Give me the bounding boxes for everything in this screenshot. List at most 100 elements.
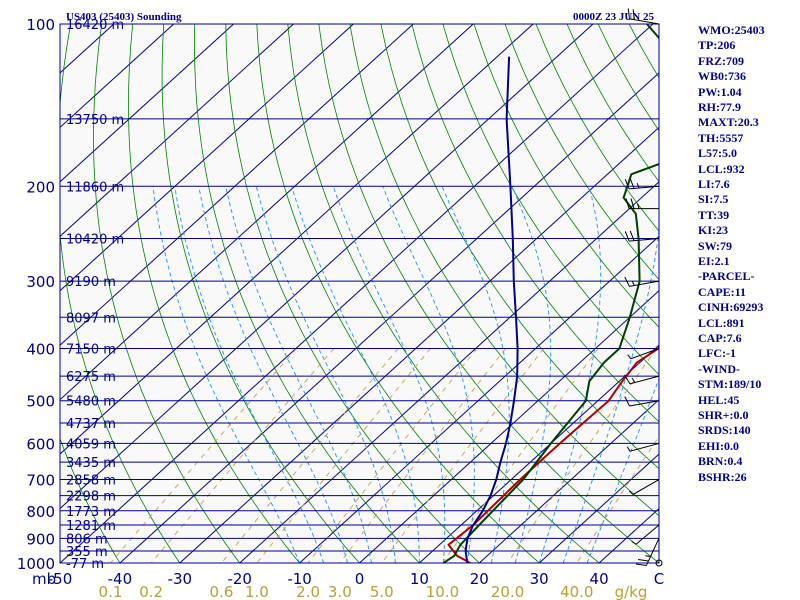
temperature-tick-label: 40 — [590, 570, 609, 588]
index-value: PW:1.04 — [698, 84, 742, 99]
height-label: 355 m — [66, 545, 108, 560]
isotherm-line — [478, 398, 659, 563]
index-value: LFC:-1 — [698, 346, 736, 361]
height-label: 16420 m — [66, 18, 124, 33]
height-label: 11860 m — [66, 180, 124, 195]
wind-barbs — [624, 8, 663, 567]
wind-barb — [624, 396, 660, 407]
wind-barb — [627, 348, 660, 360]
height-label: 3435 m — [66, 456, 116, 471]
mixing-ratio-tick-label: 2.0 — [296, 583, 320, 600]
index-value: TH:5557 — [698, 130, 744, 145]
height-label: 8097 m — [66, 311, 116, 326]
wind-barb — [626, 442, 660, 452]
index-value: BRN:0.4 — [698, 454, 743, 469]
mixing-ratio-tick-label: 10.0 — [426, 583, 459, 600]
pressure-tick-label: 200 — [26, 178, 55, 196]
mixing-ratio-unit-label: g/kg — [615, 583, 648, 600]
index-value: KI:23 — [698, 223, 728, 238]
mixing-ratio-tick-label: 3.0 — [328, 583, 352, 600]
height-label: 9190 m — [66, 275, 116, 290]
wind-barb — [624, 276, 660, 287]
index-value: TT:39 — [698, 207, 730, 222]
mixing-ratio-tick-label: 40.0 — [560, 583, 593, 600]
height-label: 7150 m — [66, 343, 116, 358]
index-value: HEL:45 — [698, 392, 740, 407]
mixing-ratio-tick-label: 0.2 — [139, 583, 163, 600]
mixing-ratio-tick-label: 5.0 — [370, 583, 394, 600]
temperature-tick-label: -10 — [287, 570, 312, 588]
index-value: LCL:891 — [698, 315, 745, 330]
index-value: CINH:69293 — [698, 300, 764, 315]
height-label: 1281 m — [66, 519, 116, 534]
wind-barb — [655, 559, 663, 567]
index-value: -WIND- — [698, 361, 740, 376]
temperature-tick-label: -30 — [168, 570, 193, 588]
mixing-ratio-tick-label: 0.1 — [99, 583, 123, 600]
index-value: BSHR:26 — [698, 469, 747, 484]
wind-barb — [631, 524, 660, 545]
temperature-tick-label: 20 — [470, 570, 489, 588]
isotherm-line — [299, 235, 659, 563]
pressure-unit-label: mb — [32, 570, 56, 588]
isotherm-line — [538, 453, 659, 563]
axis-labels: 16420 m 13750 m 11860 m 10420 m 9190 m 8097 m… — [17, 16, 664, 600]
dry-adiabat-line — [784, 24, 800, 563]
index-value: L57:5.0 — [698, 146, 737, 161]
height-label: 1773 m — [66, 505, 116, 520]
mixing-ratio-tick-label: 20.0 — [491, 583, 524, 600]
pressure-tick-label: 400 — [26, 341, 55, 359]
height-label: 2298 m — [66, 490, 116, 505]
index-value: -PARCEL- — [698, 269, 755, 284]
pressure-tick-label: 500 — [26, 393, 55, 411]
isotherm-line — [60, 24, 534, 455]
index-value: EHI:0.0 — [698, 438, 740, 453]
moist-adiabat-line — [538, 186, 602, 563]
index-value: RH:77.9 — [698, 100, 741, 114]
height-label: 4059 m — [66, 437, 116, 452]
isotherm-line — [60, 24, 414, 346]
temperature-tick-label: -20 — [227, 570, 252, 588]
index-value: CAP:7.6 — [698, 331, 742, 345]
wind-barb — [624, 374, 660, 385]
index-value: FRZ:709 — [698, 53, 744, 68]
wind-barb — [635, 538, 660, 567]
temperature-tick-label: -50 — [48, 570, 73, 588]
parcel-profile-line — [464, 56, 519, 563]
isotherm-line — [239, 181, 659, 563]
isotherm-line — [60, 24, 474, 401]
profile-series — [442, 24, 659, 563]
temperature-tick-label: C — [654, 570, 664, 588]
index-value: LCL:932 — [698, 161, 745, 176]
plot-frame — [59, 23, 660, 564]
index-value: WB0:736 — [698, 69, 746, 84]
isotherm-line — [60, 24, 594, 510]
plot-background — [60, 24, 659, 563]
index-value: LI:7.6 — [698, 177, 730, 191]
valid-time: 0000Z 23 JUN 25 — [573, 11, 654, 23]
isotherm-line — [179, 126, 659, 563]
moist-adiabat-line — [174, 186, 325, 563]
height-label: 13750 m — [66, 113, 124, 128]
isotherm-line — [119, 72, 659, 563]
height-label: 4737 m — [66, 417, 116, 432]
index-value: EI:2.1 — [698, 254, 730, 268]
index-value: CAPE:11 — [698, 284, 746, 299]
wind-barb — [624, 230, 660, 242]
height-label: 2858 m — [66, 474, 116, 489]
isotherm-line — [60, 24, 234, 183]
temperature-tick-label: 30 — [530, 570, 549, 588]
index-value: SI:7.5 — [698, 192, 729, 207]
index-value: MAXT:20.3 — [698, 115, 759, 130]
index-value: SHR+:0.0 — [698, 408, 749, 422]
pressure-tick-label: 900 — [26, 530, 55, 548]
wind-barb — [628, 479, 660, 495]
temperature-tick-label: -40 — [108, 570, 133, 588]
isotherm-line — [359, 290, 659, 563]
pressure-tick-label: 800 — [26, 503, 55, 521]
mixing-ratio-tick-label: 0.6 — [210, 583, 234, 600]
temperature-tick-label: 0 — [355, 570, 365, 588]
wind-barb — [625, 198, 659, 210]
height-label: 6275 m — [66, 370, 116, 385]
